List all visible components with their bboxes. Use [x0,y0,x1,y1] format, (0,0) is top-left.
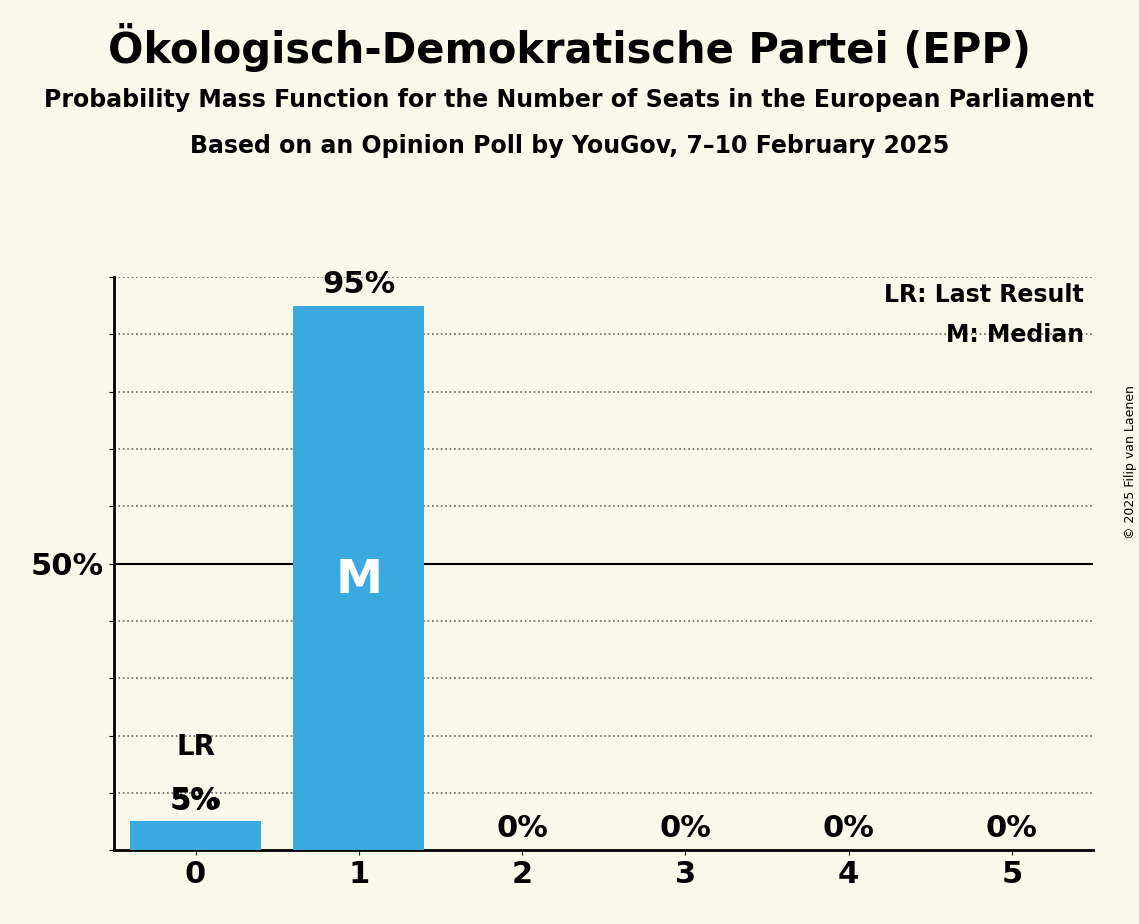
Text: M: Median: M: Median [945,323,1083,347]
Bar [130,821,261,850]
Text: Ökologisch-Demokratische Partei (EPP): Ökologisch-Demokratische Partei (EPP) [108,23,1031,72]
Text: 5%: 5% [172,787,219,816]
Text: 0%: 0% [497,814,548,844]
Text: © 2025 Filip van Laenen: © 2025 Filip van Laenen [1124,385,1137,539]
Text: LR: LR [177,734,215,761]
Bar [294,306,424,850]
Text: 0%: 0% [659,814,711,844]
Text: M: M [335,558,383,603]
Text: 5%: 5% [170,785,221,815]
Text: Probability Mass Function for the Number of Seats in the European Parliament: Probability Mass Function for the Number… [44,88,1095,112]
Text: Based on an Opinion Poll by YouGov, 7–10 February 2025: Based on an Opinion Poll by YouGov, 7–10… [190,134,949,158]
Text: 0%: 0% [986,814,1038,844]
Text: LR: Last Result: LR: Last Result [884,283,1083,307]
Text: 95%: 95% [322,270,395,299]
Text: 0%: 0% [822,814,875,844]
